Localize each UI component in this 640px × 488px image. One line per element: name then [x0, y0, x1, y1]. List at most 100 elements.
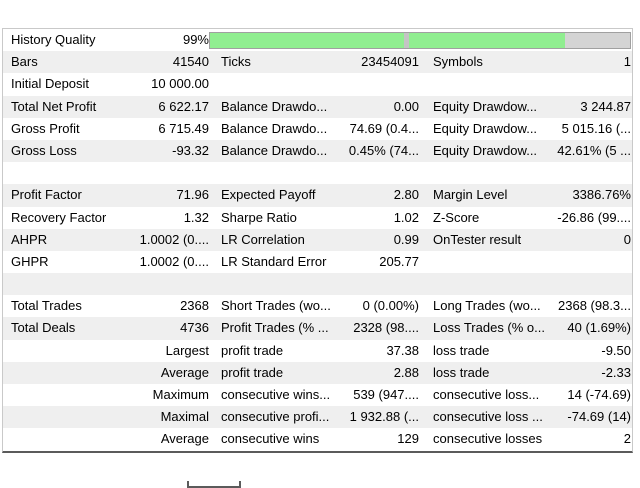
- table-row: Maximal consecutive profi... 1 932.88 (.…: [3, 406, 632, 429]
- metric-label: Z-Score: [433, 209, 480, 225]
- metric-value: 205.77: [379, 253, 419, 269]
- table-row: Gross Profit 6 715.49 Balance Drawdo... …: [3, 118, 632, 140]
- table-row: AHPR 1.0002 (0.... LR Correlation 0.99 O…: [3, 228, 632, 251]
- metric-value: 2: [623, 431, 631, 447]
- metric-label: [11, 162, 106, 184]
- metric-label: Balance Drawdo...: [221, 120, 328, 136]
- metric-label: Profit Factor: [11, 187, 82, 203]
- metric-value: 129: [397, 431, 419, 447]
- metric-label: [11, 362, 106, 384]
- metric-label: consecutive wins: [221, 431, 320, 447]
- metric-value: 1.0002 (0....: [139, 231, 209, 247]
- table-row: GHPR 1.0002 (0.... LR Standard Error 205…: [3, 251, 632, 273]
- metric-label: [11, 406, 106, 428]
- metric-value: [336, 162, 419, 184]
- metric-label: Sharpe Ratio: [221, 209, 297, 225]
- metric-value: 0 (0.00%): [362, 298, 419, 314]
- metric-label: Bars: [11, 54, 38, 70]
- metric-value: [106, 273, 209, 295]
- table-row: [3, 273, 632, 296]
- metric-label: Equity Drawdow...: [433, 142, 538, 158]
- quality-segment-2: [408, 33, 565, 49]
- metric-label: Symbols: [433, 54, 483, 70]
- metric-label: [11, 384, 106, 406]
- metric-label: Total Trades: [11, 298, 82, 314]
- metric-value: 5 015.16 (...: [561, 120, 631, 136]
- metric-label: Profit Trades (% ...: [221, 320, 329, 336]
- metric-value: Average: [160, 431, 209, 447]
- metric-label: [221, 162, 336, 184]
- metric-label: consecutive profi...: [221, 409, 330, 425]
- metric-value: Largest: [165, 342, 209, 358]
- metric-label: [11, 340, 106, 362]
- metric-value: 0.45% (74...: [348, 142, 419, 158]
- metric-label: LR Correlation: [221, 231, 305, 247]
- metric-label: loss trade: [433, 342, 490, 358]
- metric-value: 4736: [180, 320, 209, 336]
- metric-value: [545, 251, 631, 273]
- metric-label: Initial Deposit: [11, 76, 90, 92]
- metric-label: Recovery Factor: [11, 209, 106, 225]
- metric-value: Average: [160, 364, 209, 380]
- metric-value: 74.69 (0.4...: [349, 120, 419, 136]
- table-row: Recovery Factor 1.32 Sharpe Ratio 1.02 Z…: [3, 207, 632, 229]
- metric-label: Loss Trades (% o...: [433, 320, 545, 336]
- metric-value: 1 932.88 (...: [349, 409, 419, 425]
- metric-value: 71.96: [176, 187, 209, 203]
- metric-label: Gross Loss: [11, 142, 77, 158]
- quality-divider: [403, 33, 409, 49]
- metric-label: Equity Drawdow...: [433, 120, 538, 136]
- table-row: Largest profit trade 37.38 loss trade -9…: [3, 340, 632, 362]
- history-quality-progress-bar: [209, 32, 631, 50]
- metric-value: Maximal: [160, 409, 209, 425]
- table-row: Total Net Profit 6 622.17 Balance Drawdo…: [3, 95, 632, 118]
- metric-value: 23454091: [361, 54, 419, 70]
- metric-label: GHPR: [11, 253, 49, 269]
- metric-value: 1.0002 (0....: [139, 253, 209, 269]
- table-row: Initial Deposit 10 000.00: [3, 73, 632, 95]
- metric-label: [433, 273, 545, 295]
- metric-label: Gross Profit: [11, 120, 80, 136]
- panel-splitter-tab[interactable]: [187, 481, 241, 488]
- metric-label: [433, 251, 545, 273]
- metric-label: Long Trades (wo...: [433, 298, 541, 314]
- metric-value: [545, 162, 631, 184]
- metric-label: [221, 73, 336, 95]
- quality-segment-1: [210, 33, 404, 49]
- table-row: Average profit trade 2.88 loss trade -2.…: [3, 361, 632, 384]
- metric-value: -93.32: [172, 142, 209, 158]
- metric-value: [545, 73, 631, 95]
- metric-value: 14 (-74.69): [567, 387, 631, 402]
- metric-label: Total Net Profit: [11, 98, 97, 114]
- metric-value: 1.32: [183, 209, 209, 225]
- metric-label: Short Trades (wo...: [221, 298, 331, 314]
- metric-value: 37.38: [386, 342, 419, 358]
- metric-value: -74.69 (14): [567, 409, 631, 425]
- metric-label: [433, 162, 545, 184]
- metric-label: Margin Level: [433, 187, 508, 203]
- metric-label: OnTester result: [433, 231, 522, 247]
- metric-value: -9.50: [601, 342, 631, 358]
- metric-value: 99%: [182, 32, 209, 47]
- metric-value: 3 244.87: [580, 98, 631, 114]
- metric-value: 1: [623, 54, 631, 70]
- metric-value: 1.02: [393, 209, 419, 225]
- metric-label: consecutive loss...: [433, 387, 540, 402]
- metric-label: profit trade: [221, 342, 284, 358]
- metric-value: 41540: [172, 54, 209, 70]
- metric-value: -26.86 (99....: [557, 209, 631, 225]
- metric-value: [106, 162, 209, 184]
- metric-label: History Quality: [11, 32, 96, 47]
- metric-value: 2328 (98....: [353, 320, 419, 336]
- metric-value: 10 000.00: [151, 76, 209, 92]
- metric-label: Balance Drawdo...: [221, 98, 328, 114]
- table-row: Bars 41540 Ticks 23454091 Symbols 1: [3, 51, 632, 74]
- quality-remainder: [564, 33, 630, 49]
- metric-label: [11, 273, 106, 295]
- table-row: Profit Factor 71.96 Expected Payoff 2.80…: [3, 184, 632, 207]
- backtest-report-table: History Quality 99% Bars 41540 Ticks 234…: [2, 28, 633, 453]
- table-row-history-quality: History Quality 99%: [3, 29, 632, 51]
- metric-label: [433, 73, 545, 95]
- metric-value: 0.99: [393, 231, 419, 247]
- metric-value: 6 715.49: [158, 120, 209, 136]
